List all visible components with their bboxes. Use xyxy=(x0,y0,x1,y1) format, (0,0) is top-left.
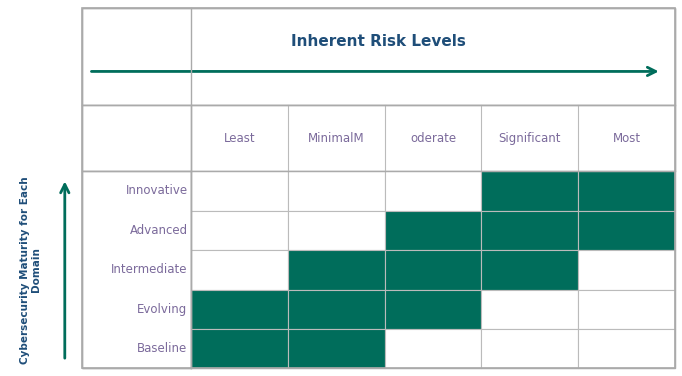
Text: Cybersecurity Maturity for Each
Domain: Cybersecurity Maturity for Each Domain xyxy=(20,176,42,364)
Bar xyxy=(578,171,675,211)
Bar xyxy=(578,290,675,329)
Bar xyxy=(385,329,481,368)
Bar xyxy=(191,171,288,211)
Bar xyxy=(481,211,578,250)
Bar xyxy=(3,8,82,368)
Text: Most: Most xyxy=(612,132,641,145)
Text: Intermediate: Intermediate xyxy=(111,263,188,276)
Bar xyxy=(288,329,385,368)
Bar xyxy=(288,211,385,250)
Bar xyxy=(385,171,481,211)
Text: Inherent Risk Levels: Inherent Risk Levels xyxy=(291,34,466,49)
Bar xyxy=(578,250,675,290)
Bar xyxy=(288,250,385,290)
Text: Evolving: Evolving xyxy=(137,303,188,316)
Text: Least: Least xyxy=(224,132,255,145)
Bar xyxy=(82,8,675,105)
Bar xyxy=(288,290,385,329)
Bar xyxy=(82,105,675,171)
Text: Advanced: Advanced xyxy=(130,224,188,237)
Bar xyxy=(191,250,288,290)
Bar xyxy=(191,290,288,329)
Text: Innovative: Innovative xyxy=(125,184,188,197)
Text: oderate: oderate xyxy=(410,132,456,145)
Bar xyxy=(481,329,578,368)
Text: MinimalM: MinimalM xyxy=(308,132,365,145)
Bar xyxy=(385,211,481,250)
Bar xyxy=(288,171,385,211)
Bar xyxy=(578,211,675,250)
Bar xyxy=(191,211,288,250)
Bar xyxy=(578,329,675,368)
Bar xyxy=(191,329,288,368)
Text: Significant: Significant xyxy=(499,132,561,145)
Bar xyxy=(385,250,481,290)
Bar xyxy=(82,8,675,368)
Bar xyxy=(82,8,675,368)
Bar xyxy=(481,250,578,290)
Bar xyxy=(82,171,191,368)
Bar xyxy=(481,290,578,329)
Text: Baseline: Baseline xyxy=(137,342,188,355)
Bar xyxy=(481,171,578,211)
Bar xyxy=(385,290,481,329)
